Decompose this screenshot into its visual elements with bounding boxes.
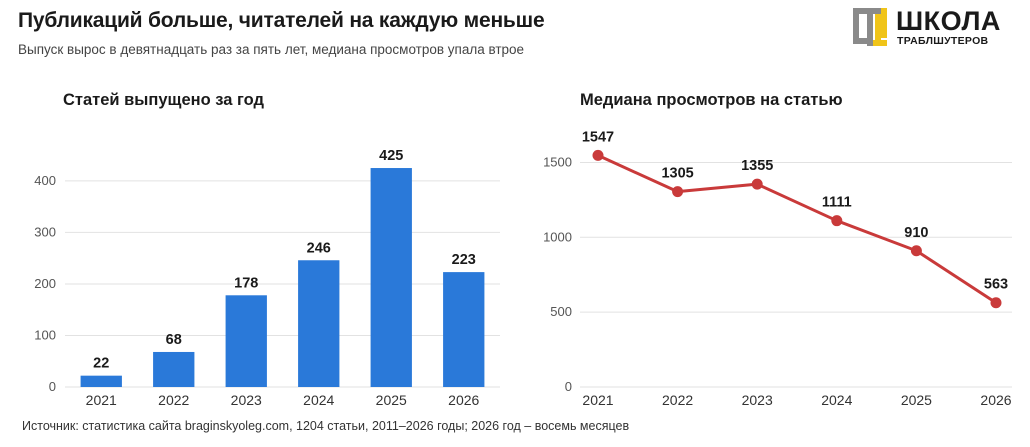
line-value-label: 563 (984, 277, 1008, 293)
line-y-tick-label: 1500 (543, 154, 572, 169)
bar-x-tick-label: 2023 (231, 392, 262, 408)
bar-y-tick-label: 300 (34, 224, 56, 239)
bar (298, 260, 340, 387)
line-value-label: 1305 (661, 166, 693, 182)
bar-x-tick-label: 2026 (448, 392, 479, 408)
logo-mark-icon (853, 8, 887, 46)
bar-chart-title: Статей выпущено за год (63, 91, 264, 109)
bar-value-label: 425 (379, 148, 403, 164)
bar-value-label: 246 (307, 240, 331, 256)
line-point (831, 215, 843, 227)
line-point (751, 178, 763, 190)
bar (443, 272, 485, 387)
school-logo: ШКОЛА ТРАБЛШУТЕРОВ (853, 6, 1013, 50)
line-y-tick-label: 0 (565, 379, 572, 394)
bar-x-tick-label: 2022 (158, 392, 189, 408)
bar (153, 351, 195, 387)
line-x-tick-label: 2026 (980, 392, 1011, 408)
median-views-line (597, 154, 997, 304)
bar-y-tick-label: 400 (34, 173, 56, 188)
page-title: Публикаций больше, читателей на каждую м… (18, 9, 545, 32)
bar (370, 168, 412, 387)
bar-y-tick-label: 100 (34, 327, 56, 342)
line-point (990, 297, 1002, 309)
bar (80, 375, 122, 387)
bar-x-tick-label: 2021 (86, 392, 117, 408)
line-x-tick-label: 2021 (582, 392, 613, 408)
bar-y-tick-label: 0 (49, 379, 56, 394)
line-y-tick-label: 1000 (543, 229, 572, 244)
page-subtitle: Выпуск вырос в девятнадцать раз за пять … (18, 42, 525, 57)
line-x-tick-label: 2025 (901, 392, 932, 408)
line-x-tick-label: 2022 (662, 392, 693, 408)
bar-value-label: 223 (452, 252, 476, 268)
logo-word: ШКОЛА (896, 6, 1001, 36)
bar-y-tick-label: 200 (34, 276, 56, 291)
bar-value-label: 178 (234, 275, 258, 291)
bar-x-tick-label: 2024 (303, 392, 334, 408)
bar (225, 295, 267, 387)
line-value-label: 1355 (741, 158, 773, 174)
logo-subword: ТРАБЛШУТЕРОВ (897, 35, 989, 47)
bar-x-tick-label: 2025 (376, 392, 407, 408)
bar-value-label: 22 (93, 356, 109, 372)
line-value-label: 910 (904, 225, 928, 241)
line-value-label: 1111 (822, 195, 852, 211)
line-x-tick-label: 2023 (742, 392, 773, 408)
bar-value-label: 68 (166, 332, 182, 348)
line-point (592, 149, 604, 161)
source-note: Источник: статистика сайта braginskyoleg… (22, 419, 630, 433)
line-chart-title: Медиана просмотров на статью (580, 91, 843, 109)
line-x-tick-label: 2024 (821, 392, 852, 408)
line-point (672, 186, 684, 198)
line-y-tick-label: 500 (550, 304, 572, 319)
line-value-label: 1547 (582, 129, 614, 145)
line-point (910, 245, 922, 257)
